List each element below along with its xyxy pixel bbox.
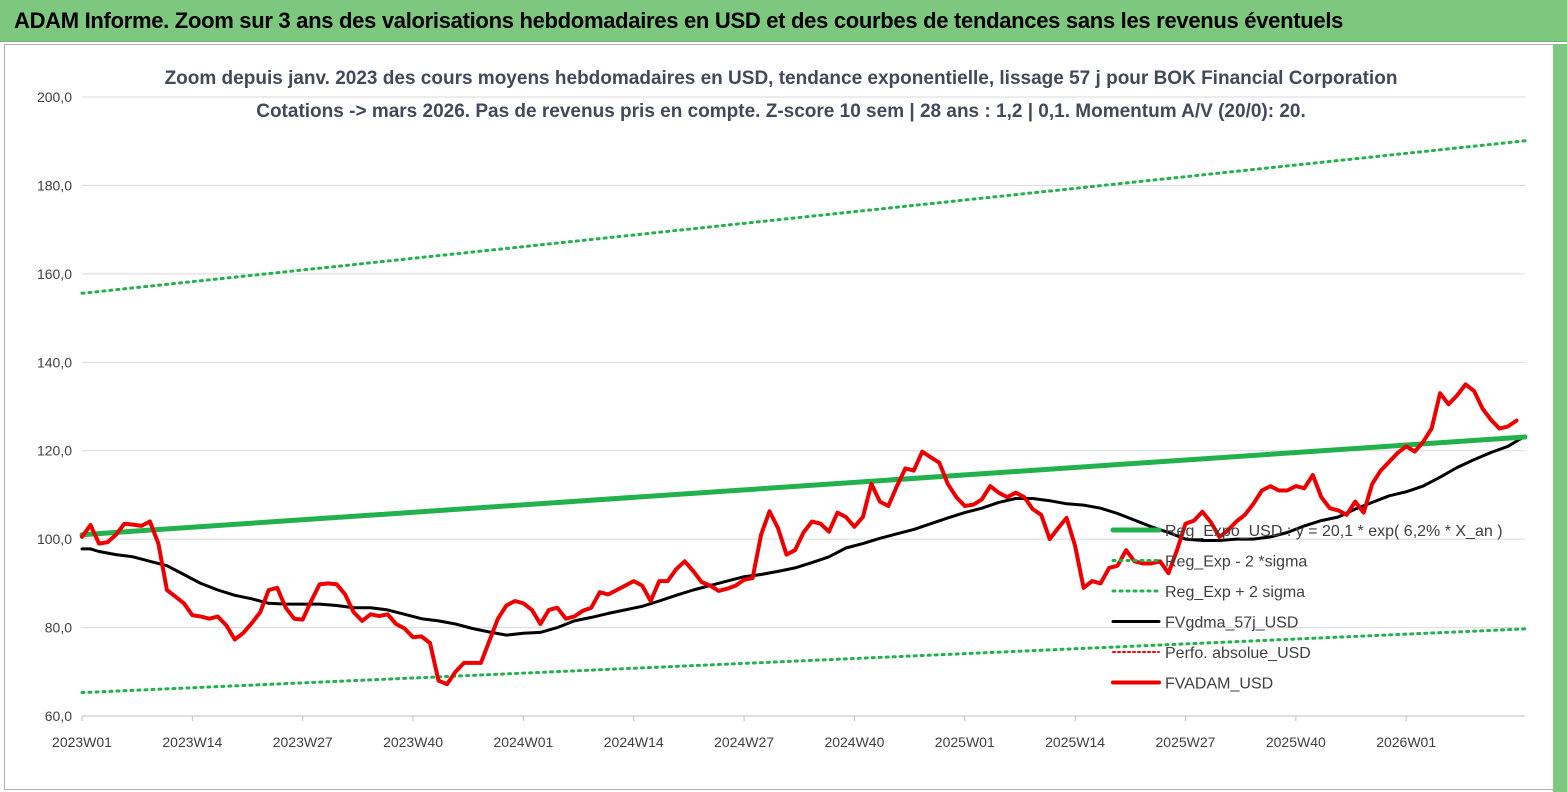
x-tick-label: 2024W01 <box>493 734 553 750</box>
y-tick-label: 80,0 <box>45 620 72 636</box>
x-tick-label: 2025W27 <box>1156 734 1216 750</box>
y-tick-label: 140,0 <box>37 354 72 370</box>
y-tick-label: 180,0 <box>37 177 72 193</box>
series-lines <box>79 139 1528 695</box>
x-tick-label: 2025W40 <box>1266 734 1326 750</box>
chart-svg: Zoom depuis janv. 2023 des cours moyens … <box>37 68 1528 750</box>
legend-reg-expo-label: Reg_Expo_USD : y = 20,1 * exp( 6,2% * X_… <box>1165 523 1503 540</box>
x-tick-label: 2026W01 <box>1376 734 1436 750</box>
legend-perfo-label: Perfo. absolue_USD <box>1165 645 1311 662</box>
y-axis-ticks: 60,0 80,0 100,0 120,0 140,0 160,0 180,0 200,0 <box>37 89 72 724</box>
legend-fvadam-label: FVADAM_USD <box>1165 676 1273 693</box>
x-axis-ticks: 2023W01 2023W14 2023W27 2023W40 2024W01 2024W… <box>52 716 1436 750</box>
series-fvadam-line <box>80 382 1519 687</box>
y-tick-label: 120,0 <box>37 443 72 459</box>
legend: Reg_Expo_USD : y = 20,1 * exp( 6,2% * X_… <box>1110 523 1503 693</box>
x-tick-label: 2023W14 <box>162 734 222 750</box>
series-reg-expo-line <box>79 434 1528 538</box>
chart-title-line-2: Cotations -> mars 2026. Pas de revenus p… <box>256 101 1306 122</box>
series-plus-2-sigma-line <box>80 139 1527 295</box>
x-tick-label: 2023W27 <box>273 734 333 750</box>
x-tick-label: 2024W27 <box>714 734 774 750</box>
x-tick-label: 2024W40 <box>824 734 884 750</box>
x-tick-label: 2025W01 <box>935 734 995 750</box>
legend-minus-2-sigma-label: Reg_Exp - 2 *sigma <box>1165 554 1307 571</box>
x-tick-label: 2023W01 <box>52 734 112 750</box>
y-tick-label: 160,0 <box>37 266 72 282</box>
legend-fvgdma-label: FVgdma_57j_USD <box>1165 615 1298 632</box>
series-minus-2-sigma-line <box>80 627 1527 695</box>
side-strip <box>1553 44 1567 792</box>
y-tick-label: 60,0 <box>45 708 72 724</box>
y-tick-label: 200,0 <box>37 89 72 105</box>
banner-title: ADAM Informe. Zoom sur 3 ans des valoris… <box>14 8 1344 33</box>
legend-plus-2-sigma-label: Reg_Exp + 2 sigma <box>1165 584 1305 601</box>
x-tick-label: 2023W40 <box>383 734 443 750</box>
banner: ADAM Informe. Zoom sur 3 ans des valoris… <box>0 0 1567 42</box>
x-tick-label: 2025W14 <box>1045 734 1105 750</box>
y-tick-label: 100,0 <box>37 531 72 547</box>
chart-title-line-1: Zoom depuis janv. 2023 des cours moyens … <box>165 68 1398 89</box>
chart-area: Zoom depuis janv. 2023 des cours moyens … <box>4 44 1554 790</box>
grid-lines <box>82 96 1525 717</box>
x-tick-label: 2024W14 <box>604 734 664 750</box>
